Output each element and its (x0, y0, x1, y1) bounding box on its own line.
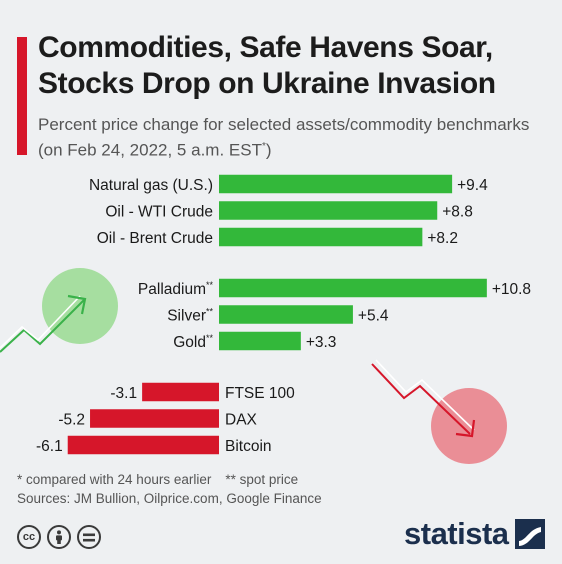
footnote-sources: Sources: JM Bullion, Oilprice.com, Googl… (17, 491, 322, 506)
category-label-oil-wti-crude: Oil - WTI Crude (105, 204, 213, 221)
value-label-oil-wti-crude: +8.8 (442, 204, 473, 221)
up-trend-arrow-head (67, 294, 87, 315)
bar (90, 409, 219, 428)
up-trend-arrow-line-light (0, 295, 81, 349)
down-trend-arrow-line (371, 363, 471, 435)
value-label-ftse-100: -3.1 (110, 385, 137, 402)
bar (219, 227, 423, 247)
value-label-natural-gas-u-s: +9.4 (457, 177, 488, 194)
down-trend-arrow-head (455, 419, 476, 438)
creative-commons-icon: cc (17, 525, 41, 549)
value-label-gold: +3.3 (306, 334, 337, 351)
chart-subtitle: Percent price change for selected assets… (38, 114, 538, 162)
category-label-oil-brent-crude: Oil - Brent Crude (97, 230, 213, 247)
footnote-line: * compared with 24 hours earlier ** spot … (17, 472, 298, 487)
decoration (0, 268, 507, 464)
bar (219, 201, 438, 220)
title-accent-bar (17, 37, 27, 155)
attribution-icon (47, 525, 71, 549)
bar (67, 435, 219, 455)
bar (219, 278, 487, 298)
category-label-bitcoin: Bitcoin (225, 438, 272, 455)
subtitle-footnote-mark: * (261, 141, 266, 152)
category-label-palladium: Palladium** (138, 280, 214, 298)
value-label-silver: +5.4 (358, 308, 389, 325)
spot-price-mark: ** (206, 307, 214, 317)
bar (219, 305, 353, 324)
value-label-bitcoin: -6.1 (36, 438, 63, 455)
spot-price-mark: ** (206, 333, 214, 343)
bar (219, 174, 453, 194)
bar (219, 331, 301, 351)
bar (142, 382, 219, 402)
brand-name: statista (404, 516, 509, 551)
value-label-dax: -5.2 (58, 412, 85, 429)
category-label-ftse-100: FTSE 100 (225, 385, 295, 402)
up-trend-circle (42, 268, 118, 344)
subtitle-end: ) (265, 140, 272, 160)
value-label-oil-brent-crude: +8.2 (427, 230, 458, 247)
bar-chart: Natural gas (U.S.) +9.4 Oil - WTI Crude +8.… (0, 174, 531, 464)
value-label-palladium: +10.8 (492, 281, 531, 298)
footnote-compared: * compared with 24 hours earlier (17, 472, 212, 487)
statista-logo: statista (404, 516, 545, 552)
up-trend-arrow-line (0, 299, 85, 353)
category-label-gold: Gold** (173, 333, 213, 351)
no-derivatives-icon (77, 525, 101, 549)
category-label-dax: DAX (225, 412, 258, 429)
category-label-natural-gas-u-s: Natural gas (U.S.) (89, 177, 213, 194)
subtitle-text: Percent price change for selected assets… (38, 115, 530, 160)
category-label-silver: Silver** (167, 307, 213, 325)
statista-logo-icon (514, 519, 545, 549)
spot-price-mark: ** (206, 280, 214, 290)
license-icons: cc (17, 525, 101, 549)
chart-title: Commodities, Safe Havens Soar, Stocks Dr… (38, 31, 496, 100)
down-trend-arrow-line-light (375, 359, 475, 431)
footnote-spot-price: ** spot price (225, 472, 299, 487)
